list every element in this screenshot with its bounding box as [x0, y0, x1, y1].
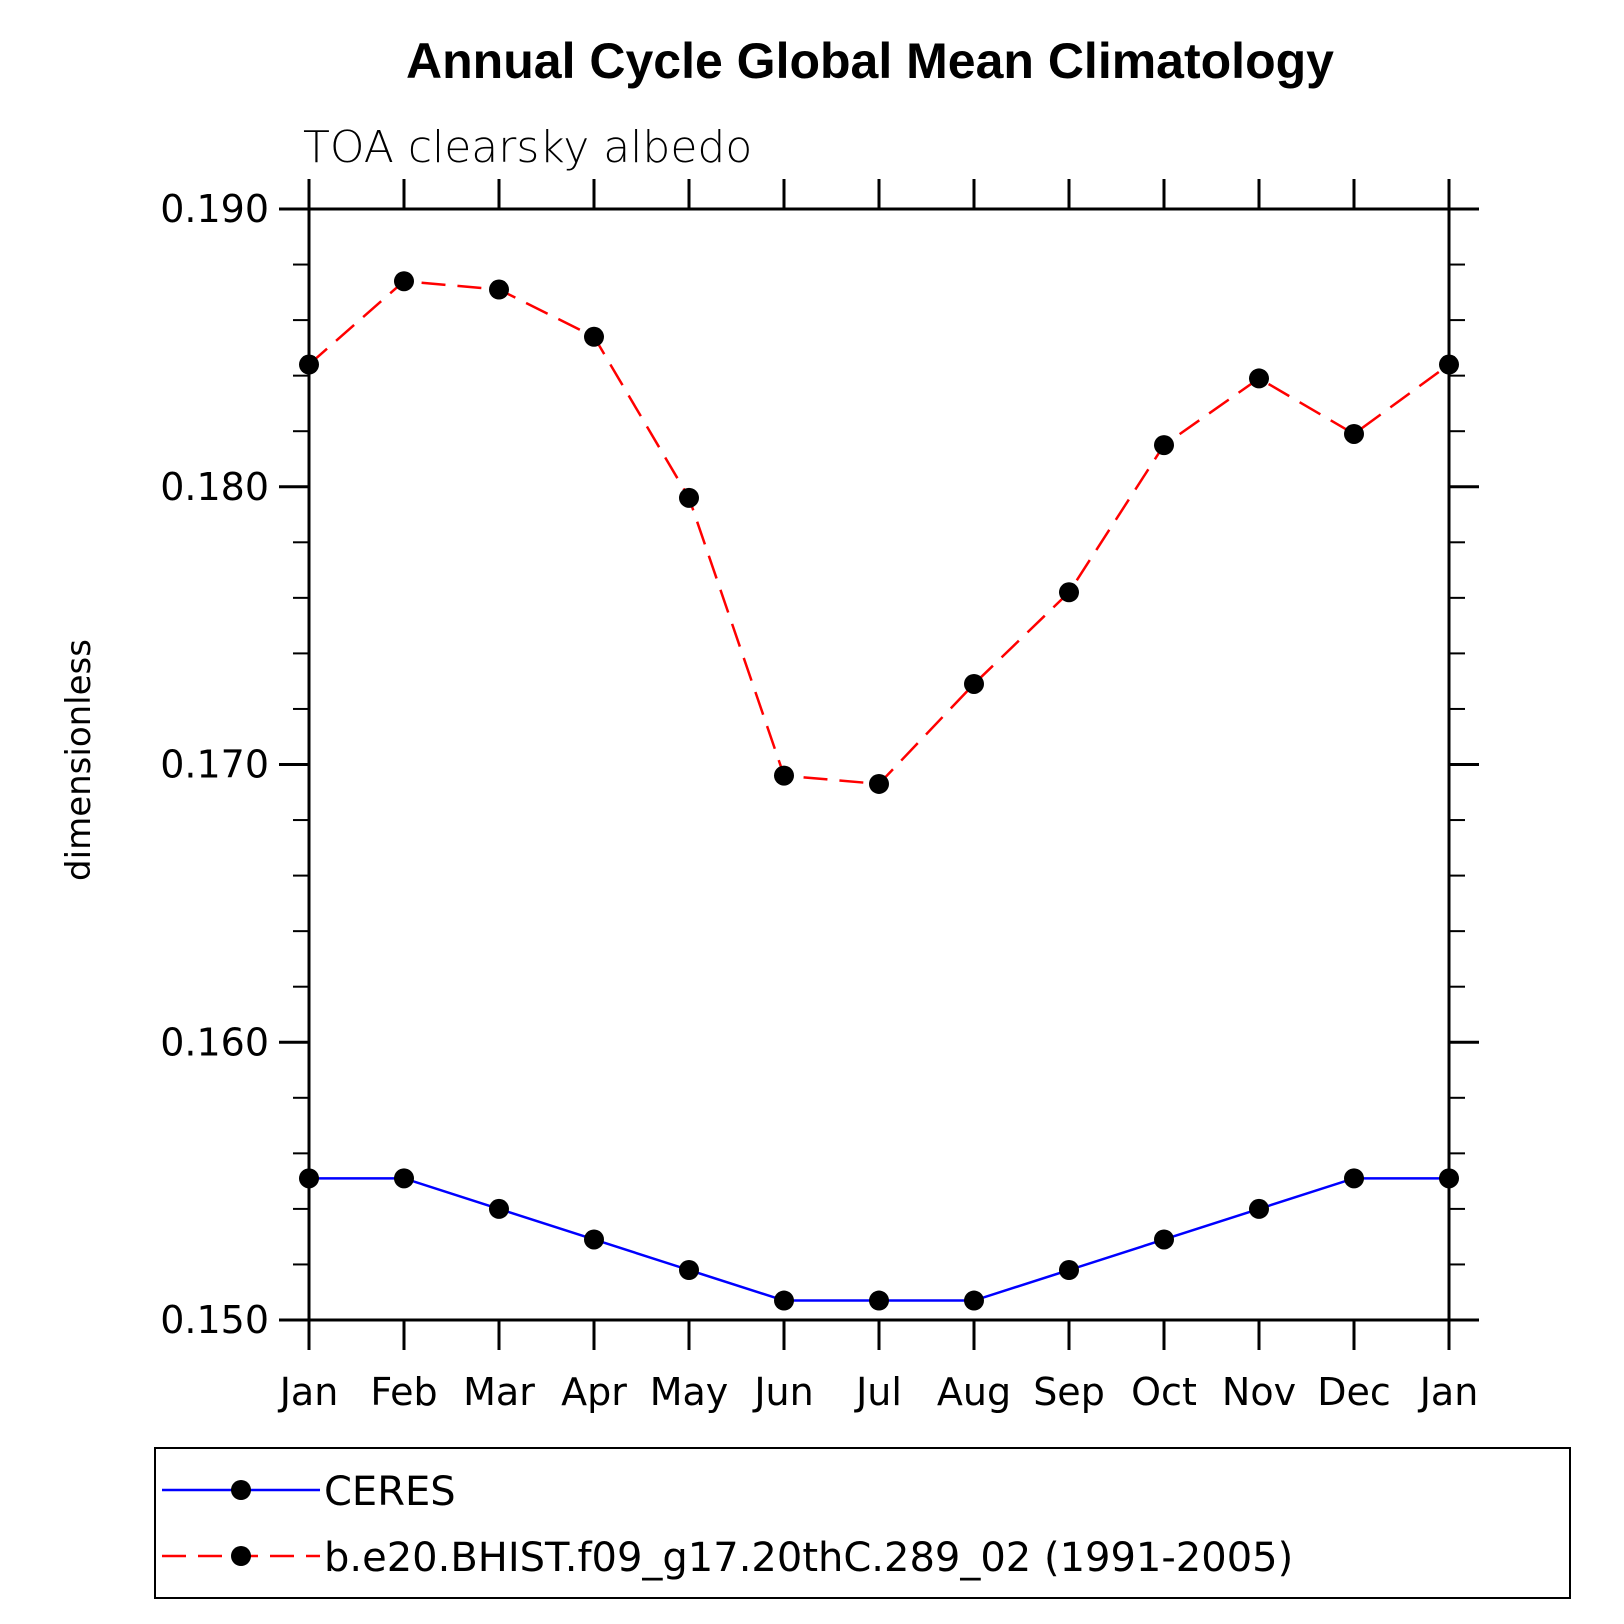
- y-tick-label: 0.190: [160, 187, 269, 231]
- series-point-1: [774, 765, 794, 786]
- legend-marker-1: [231, 1546, 251, 1566]
- x-tick-label: Jul: [854, 1370, 902, 1414]
- x-tick-label: Feb: [370, 1370, 437, 1414]
- x-tick-label: Jan: [1418, 1370, 1479, 1414]
- y-tick-label: 0.170: [160, 743, 269, 787]
- y-tick-label: 0.160: [160, 1020, 269, 1064]
- y-axis-label: dimensionless: [59, 639, 99, 881]
- x-tick-label: Oct: [1131, 1370, 1197, 1414]
- x-tick-label: Apr: [561, 1370, 627, 1414]
- series-point-0: [774, 1290, 794, 1311]
- series-point-0: [299, 1168, 319, 1189]
- series-line-0: [309, 1177, 1449, 1302]
- series-layer: [299, 271, 1459, 1311]
- series-point-0: [679, 1260, 699, 1281]
- x-tick-label: Dec: [1317, 1370, 1391, 1414]
- series-point-1: [1059, 582, 1079, 603]
- series-point-1: [584, 326, 604, 347]
- series-point-0: [489, 1198, 509, 1219]
- series-point-1: [1249, 368, 1269, 389]
- x-tick-label: Aug: [937, 1370, 1011, 1414]
- plot-frame: [307, 207, 1451, 1322]
- series-point-1: [679, 487, 699, 508]
- plot-axes: 0.150 0.160 0.170 0.180 0.190 Jan Feb Mar Apr May…: [160, 179, 1479, 1414]
- series-point-0: [584, 1229, 604, 1250]
- series-point-1: [1439, 354, 1459, 375]
- series-line-1: [308, 279, 1450, 786]
- legend-box: [154, 1447, 1571, 1599]
- series-point-1: [1344, 423, 1364, 444]
- x-tick-label: Mar: [463, 1370, 535, 1414]
- series-point-1: [394, 271, 414, 292]
- series-point-1: [869, 773, 889, 794]
- x-tick-label: Jan: [278, 1370, 339, 1414]
- series-point-0: [1249, 1198, 1269, 1219]
- legend-marker-0: [231, 1480, 251, 1500]
- series-point-0: [1059, 1260, 1079, 1281]
- series-point-0: [1439, 1168, 1459, 1189]
- y-tick-label: 0.180: [160, 465, 269, 509]
- series-point-1: [964, 673, 984, 694]
- x-tick-label: Sep: [1033, 1370, 1105, 1414]
- series-point-0: [869, 1290, 889, 1311]
- legend-label-0: CERES: [324, 1469, 456, 1515]
- series-point-0: [1154, 1229, 1174, 1250]
- legend: CERES b.e20.BHIST.f09_g17.20thC.289_02 (1…: [154, 1447, 1571, 1599]
- chart-subtitle: TOA clearsky albedo: [303, 122, 752, 173]
- x-tick-label: May: [650, 1370, 729, 1414]
- x-tick-label: Jun: [752, 1370, 813, 1414]
- y-tick-label: 0.150: [160, 1298, 269, 1342]
- series-point-0: [394, 1168, 414, 1189]
- series-point-1: [299, 354, 319, 375]
- legend-label-1: b.e20.BHIST.f09_g17.20thC.289_02 (1991-2…: [324, 1535, 1293, 1581]
- x-tick-label: Nov: [1222, 1370, 1296, 1414]
- series-point-1: [489, 279, 509, 300]
- series-point-0: [964, 1290, 984, 1311]
- chart-title: Annual Cycle Global Mean Climatology: [406, 33, 1334, 89]
- series-point-1: [1154, 435, 1174, 456]
- series-point-0: [1344, 1168, 1364, 1189]
